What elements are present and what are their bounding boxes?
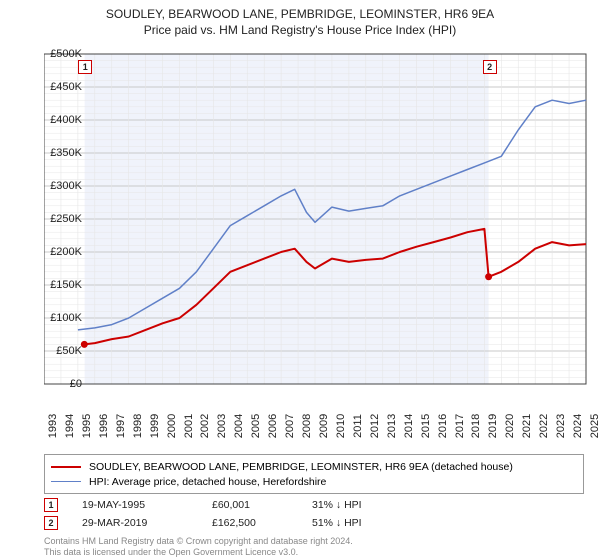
transaction-marker: 1 [78,60,92,74]
x-axis-label: 2021 [521,414,533,438]
x-axis-label: 2003 [216,414,228,438]
footer-line2: This data is licensed under the Open Gov… [44,547,298,557]
y-axis-label: £150K [38,279,82,291]
x-axis-label: 2007 [284,414,296,438]
y-axis-label: £250K [38,213,82,225]
y-axis-label: £400K [38,114,82,126]
legend-row: HPI: Average price, detached house, Here… [51,474,577,489]
legend-swatch [51,481,81,483]
y-axis-label: £100K [38,312,82,324]
y-axis-label: £0 [38,378,82,390]
x-axis-label: 1999 [149,414,161,438]
cell-date: 29-MAR-2019 [82,517,212,529]
title-line1: SOUDLEY, BEARWOOD LANE, PEMBRIDGE, LEOMI… [106,7,494,21]
transaction-marker: 2 [483,60,497,74]
x-axis-label: 2012 [369,414,381,438]
cell-pct: 31% ↓ HPI [312,499,372,511]
x-axis-label: 2011 [352,414,364,438]
y-axis-label: £500K [38,48,82,60]
legend-row: SOUDLEY, BEARWOOD LANE, PEMBRIDGE, LEOMI… [51,459,577,474]
x-axis-label: 1998 [132,414,144,438]
x-axis-label: 2006 [267,414,279,438]
x-axis-label: 2023 [555,414,567,438]
footer-attribution: Contains HM Land Registry data © Crown c… [44,536,353,558]
table-row: 2 29-MAR-2019£162,50051% ↓ HPI [44,514,372,532]
legend-label: HPI: Average price, detached house, Here… [89,476,326,488]
x-axis-label: 2017 [454,414,466,438]
legend-swatch [51,466,81,468]
x-axis-label: 1995 [81,414,93,438]
x-axis-label: 2001 [183,414,195,438]
x-axis-label: 2014 [403,414,415,438]
y-axis-label: £200K [38,246,82,258]
x-axis-label: 2002 [199,414,211,438]
x-axis-label: 2005 [250,414,262,438]
x-axis-label: 2024 [572,414,584,438]
x-axis-label: 2016 [437,414,449,438]
x-axis-label: 2019 [487,414,499,438]
x-axis-label: 2025 [589,414,600,438]
y-axis-label: £50K [38,345,82,357]
x-axis-label: 2009 [318,414,330,438]
footer-line1: Contains HM Land Registry data © Crown c… [44,536,353,546]
cell-pct: 51% ↓ HPI [312,517,372,529]
title-line2: Price paid vs. HM Land Registry's House … [144,23,456,37]
row-marker: 1 [44,498,58,512]
x-axis-label: 2010 [335,414,347,438]
y-axis-label: £350K [38,147,82,159]
x-axis-label: 2020 [504,414,516,438]
row-marker: 2 [44,516,58,530]
x-axis-label: 2018 [470,414,482,438]
x-axis-label: 1993 [47,414,59,438]
cell-price: £60,001 [212,499,312,511]
transaction-table: 1 19-MAY-1995£60,00131% ↓ HPI 2 29-MAR-2019… [44,496,372,532]
chart-title: SOUDLEY, BEARWOOD LANE, PEMBRIDGE, LEOMI… [0,0,600,38]
x-axis-label: 1997 [115,414,127,438]
x-axis-label: 2022 [538,414,550,438]
cell-price: £162,500 [212,517,312,529]
x-axis-label: 1994 [64,414,76,438]
x-axis-label: 2015 [420,414,432,438]
x-axis-label: 2004 [233,414,245,438]
legend-label: SOUDLEY, BEARWOOD LANE, PEMBRIDGE, LEOMI… [89,461,513,473]
y-axis-label: £300K [38,180,82,192]
x-axis-label: 2008 [301,414,313,438]
cell-date: 19-MAY-1995 [82,499,212,511]
chart-area: £0£50K£100K£150K£200K£250K£300K£350K£400… [44,48,592,418]
x-axis-label: 2013 [386,414,398,438]
x-axis-label: 1996 [98,414,110,438]
legend: SOUDLEY, BEARWOOD LANE, PEMBRIDGE, LEOMI… [44,454,584,494]
line-chart [44,48,592,418]
table-row: 1 19-MAY-1995£60,00131% ↓ HPI [44,496,372,514]
x-axis-label: 2000 [166,414,178,438]
y-axis-label: £450K [38,81,82,93]
